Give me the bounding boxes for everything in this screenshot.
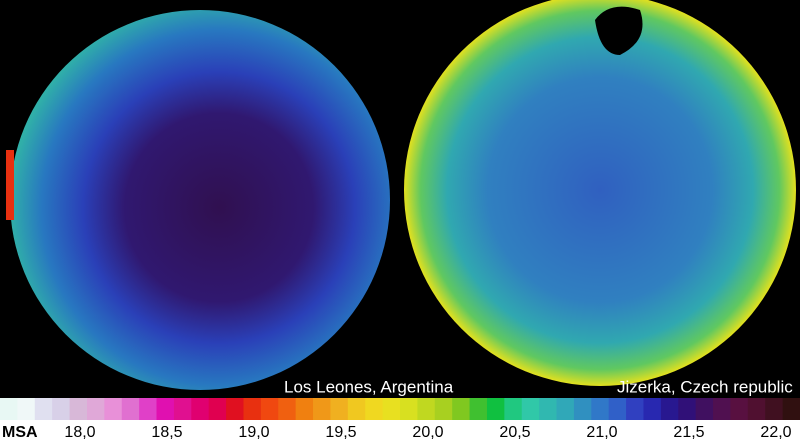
color-swatch <box>191 398 210 420</box>
color-swatch <box>695 398 714 420</box>
color-swatch <box>573 398 592 420</box>
colorbar-tick-label: 20,5 <box>499 424 530 441</box>
colorbar <box>0 398 800 420</box>
color-swatch <box>713 398 731 420</box>
color-swatch <box>521 398 540 420</box>
color-swatch <box>747 398 766 420</box>
color-swatch <box>730 398 749 420</box>
color-swatch <box>260 398 279 420</box>
color-swatch <box>417 398 436 420</box>
color-swatch <box>295 398 314 420</box>
color-swatch <box>643 398 662 420</box>
color-swatch <box>400 398 418 420</box>
sky-image-right <box>404 0 796 386</box>
color-swatch <box>208 398 227 420</box>
color-swatch <box>539 398 558 420</box>
color-swatch <box>608 398 627 420</box>
color-swatch <box>121 398 140 420</box>
color-swatch <box>313 398 331 420</box>
color-swatch <box>52 398 71 420</box>
color-swatch <box>556 398 575 420</box>
color-swatch <box>382 398 401 420</box>
color-swatch <box>86 398 105 420</box>
color-swatch <box>626 398 644 420</box>
color-swatch <box>782 398 800 420</box>
color-swatch <box>660 398 679 420</box>
color-swatch <box>347 398 366 420</box>
image-label: Jizerka, Czech republic <box>617 377 793 396</box>
colorbar-tick-label: 21,0 <box>586 424 617 441</box>
color-swatch <box>156 398 175 420</box>
color-swatch <box>34 398 53 420</box>
colorbar-label: MSA <box>2 424 38 441</box>
color-swatch <box>0 398 18 420</box>
color-swatch <box>765 398 784 420</box>
colorbar-tick-label: 22,0 <box>760 424 791 441</box>
color-swatch <box>243 398 262 420</box>
color-swatch <box>139 398 158 420</box>
color-swatch <box>69 398 88 420</box>
color-swatch <box>173 398 192 420</box>
sky-image-left <box>10 10 390 390</box>
colorbar-tick-label: 20,0 <box>412 424 443 441</box>
color-swatch <box>678 398 697 420</box>
color-swatch <box>330 398 349 420</box>
colorbar-tick-label: 18,5 <box>151 424 182 441</box>
color-swatch <box>104 398 123 420</box>
color-swatch <box>365 398 384 420</box>
image-label: Los Leones, Argentina <box>284 377 454 396</box>
color-swatch <box>434 398 453 420</box>
color-swatch <box>452 398 471 420</box>
tree-silhouette <box>595 6 643 56</box>
light-source <box>6 150 14 220</box>
color-swatch <box>486 398 505 420</box>
colorbar-tick-label: 21,5 <box>673 424 704 441</box>
color-swatch <box>278 398 297 420</box>
color-swatch <box>469 398 488 420</box>
color-swatch <box>504 398 523 420</box>
color-swatch <box>226 398 244 420</box>
color-swatch <box>17 398 36 420</box>
colorbar-tick-label: 19,5 <box>325 424 356 441</box>
color-swatch <box>591 398 610 420</box>
colorbar-tick-label: 18,0 <box>64 424 95 441</box>
colorbar-tick-label: 19,0 <box>238 424 269 441</box>
